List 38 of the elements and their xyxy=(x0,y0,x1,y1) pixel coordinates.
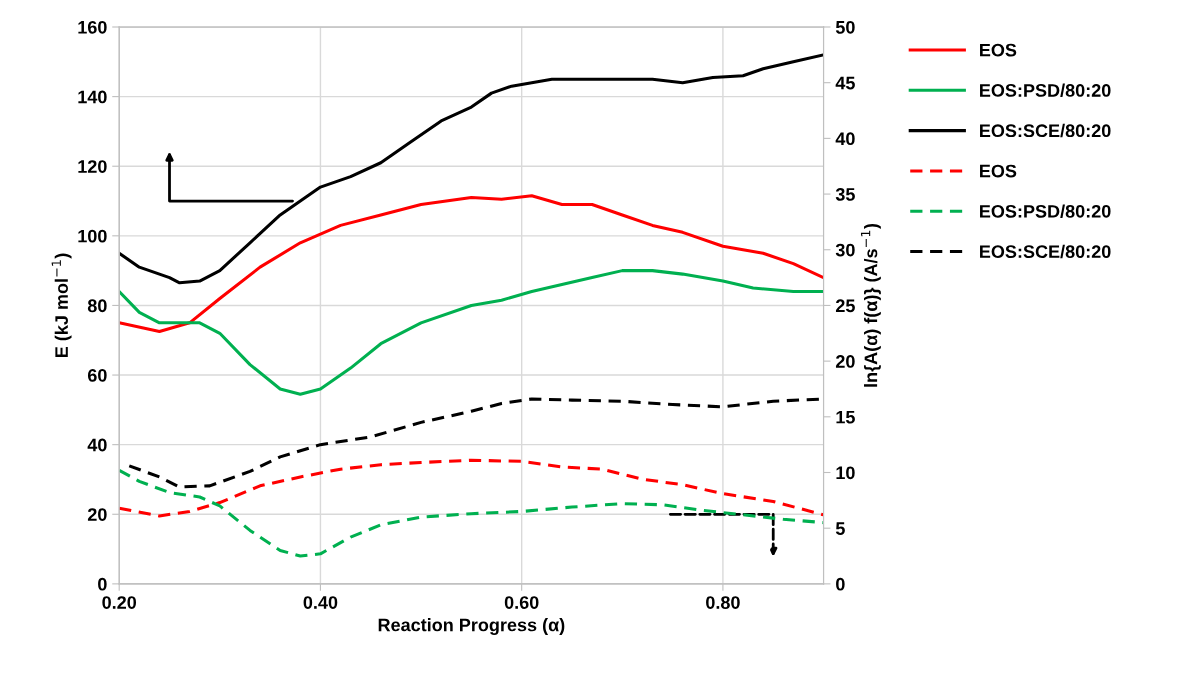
x-tick-label: 0.20 xyxy=(102,596,137,609)
y-tick-label: 40 xyxy=(87,438,107,452)
y2-axis-title: ln{A(α) f(α)} (A/s$^{−1}$) xyxy=(860,224,881,387)
y2-tick-label: 25 xyxy=(835,299,855,313)
line-series xyxy=(119,468,824,558)
y-tick-label: 140 xyxy=(78,90,107,104)
y-tick-label: 100 xyxy=(78,229,107,243)
line-series xyxy=(119,458,824,518)
x-tick-label: 0.40 xyxy=(303,596,338,609)
legend-label: EOS:SCE/80:20 xyxy=(980,244,1111,259)
y2-tick-label: 35 xyxy=(835,188,855,201)
y2-tick-label: 10 xyxy=(836,466,855,480)
line-series xyxy=(119,269,824,396)
y-tick-label: 80 xyxy=(87,299,107,313)
legend-label: EOS xyxy=(980,164,1017,178)
y-tick-label: 20 xyxy=(87,508,107,521)
y-axis-title: E (kJ mol$^{−1}$) xyxy=(51,253,72,358)
y-tick-label: 60 xyxy=(87,368,107,382)
y-tick-label: 160 xyxy=(78,20,107,34)
x-tick-label: 0.60 xyxy=(504,596,539,609)
y2-tick-label: 20 xyxy=(835,355,855,368)
y2-tick-label: 5 xyxy=(835,522,845,535)
y2-tick-label: 50 xyxy=(835,20,855,34)
legend-label: EOS:PSD/80:20 xyxy=(980,204,1111,218)
legend-label: EOS xyxy=(980,43,1017,57)
legend-label: EOS:SCE/80:20 xyxy=(980,123,1111,138)
y2-tick-label: 30 xyxy=(835,243,855,257)
y2-tick-label: 15 xyxy=(836,410,855,424)
y-tick-label: 120 xyxy=(78,160,107,173)
y2-tick-label: 45 xyxy=(835,76,855,90)
y2-tick-label: 40 xyxy=(835,132,855,146)
line-series xyxy=(119,194,824,334)
legend-label: EOS:PSD/80:20 xyxy=(980,83,1111,97)
x-axis-title: Reaction Progress (α) xyxy=(378,618,565,635)
y2-tick-label: 0 xyxy=(836,577,845,591)
x-tick-label: 0.80 xyxy=(706,596,740,609)
line-series xyxy=(119,53,824,285)
y-tick-label: 0 xyxy=(98,577,107,591)
